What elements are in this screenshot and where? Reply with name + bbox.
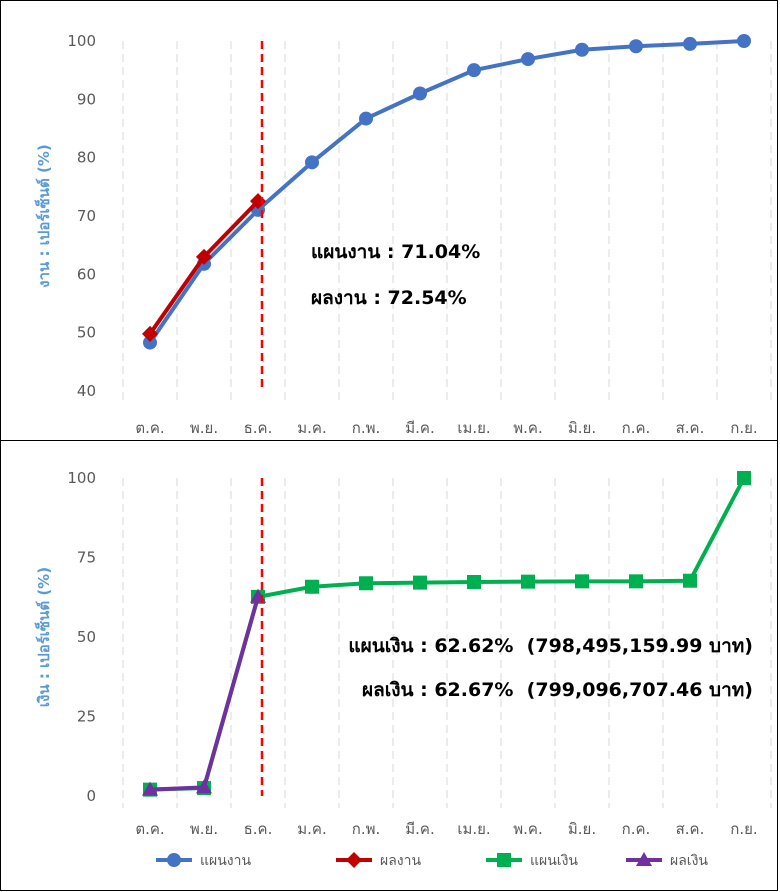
legend-marker — [497, 853, 511, 867]
y-tick-label: 0 — [86, 787, 96, 805]
data-point — [683, 573, 697, 588]
x-tick-label: ต.ค. — [135, 419, 164, 437]
data-point — [467, 63, 481, 78]
data-point — [413, 575, 427, 590]
x-tick-label: ก.ย. — [730, 419, 757, 437]
y-tick-label: 25 — [77, 708, 96, 726]
series-line-2 — [149, 596, 260, 792]
budget-progress-chart: 0 25 50 75 100 ต.ค. พ.ย. ธ.ค. ม.ค. ก.พ. มี.ค. เม.ย.… — [34, 469, 772, 869]
y-tick-label: 50 — [77, 628, 96, 646]
y-axis-label: เงิน : เปอร์เซ็นต์ (%) — [34, 567, 53, 707]
x-tick-label: ก.พ. — [352, 820, 381, 838]
annotation-text: ผลงาน : 72.54% — [311, 287, 467, 309]
x-tick-label: ก.ค. — [622, 820, 651, 838]
budget-progress-panel: 0 25 50 75 100 ต.ค. พ.ย. ธ.ค. ม.ค. ก.พ. มี.ค. เม.ย.… — [0, 440, 778, 891]
data-point — [467, 574, 481, 589]
legend-marker — [167, 853, 181, 867]
x-tick-label: ธ.ค. — [244, 820, 273, 838]
y-tick-label: 50 — [77, 324, 96, 342]
data-point — [683, 36, 697, 51]
x-tick-label: มิ.ย. — [568, 419, 596, 437]
data-point — [359, 111, 373, 126]
data-point — [413, 86, 427, 101]
legend-label: แผนงาน — [200, 853, 251, 869]
x-tick-label: ก.ค. — [622, 419, 651, 437]
y-tick-label: 40 — [77, 382, 96, 400]
x-tick-label: ต.ค. — [135, 820, 164, 838]
data-point — [142, 781, 158, 796]
legend-label: แผนเงิน — [530, 853, 578, 869]
x-tick-label: พ.ย. — [190, 820, 218, 838]
y-tick-label: 90 — [77, 90, 96, 108]
x-tick-label: ก.ย. — [730, 820, 757, 838]
data-point — [629, 39, 643, 54]
legend-marker — [636, 852, 652, 866]
annotation-text: แผนงาน : 71.04% — [311, 241, 480, 263]
y-tick-label: 100 — [67, 469, 96, 487]
x-tick-label: มี.ค. — [405, 419, 434, 437]
data-point — [521, 574, 535, 589]
annotation-text: แผนเงิน : 62.62% (798,495,159.99 บาท) — [348, 635, 753, 657]
data-point — [143, 335, 157, 350]
work-progress-panel: 40 50 60 70 80 90 100 ต.ค. พ.ย. ธ.ค. ม.ค. ก.พ. มี.ค.… — [0, 0, 778, 442]
y-tick-label: 70 — [77, 207, 96, 225]
x-tick-label: พ.ค. — [513, 820, 542, 838]
y-tick-label: 60 — [77, 265, 96, 283]
x-tick-label: เม.ย. — [457, 419, 490, 437]
data-point — [196, 248, 212, 265]
y-tick-label: 75 — [77, 549, 96, 567]
data-point — [737, 34, 751, 48]
data-point — [359, 576, 373, 591]
series-line-1 — [148, 39, 745, 344]
x-tick-label: ม.ค. — [297, 820, 326, 838]
data-point — [629, 574, 643, 589]
y-tick-label: 80 — [77, 149, 96, 167]
x-tick-label: ส.ค. — [676, 419, 705, 437]
y-tick-label: 100 — [67, 32, 96, 50]
x-tick-label: ก.พ. — [352, 419, 381, 437]
x-tick-label: มี.ค. — [405, 820, 434, 838]
work-progress-chart: 40 50 60 70 80 90 100 ต.ค. พ.ย. ธ.ค. ม.ค. ก.พ. มี.ค.… — [34, 32, 772, 437]
x-tick-label: ม.ค. — [297, 419, 326, 437]
data-point — [142, 325, 158, 342]
data-point — [305, 155, 319, 170]
x-tick-label: ส.ค. — [676, 820, 705, 838]
data-point — [575, 42, 589, 57]
annotation-text: ผลเงิน : 62.67% (799,096,707.46 บาท) — [362, 679, 753, 701]
data-point — [737, 471, 751, 485]
data-point — [305, 579, 319, 594]
data-point — [521, 52, 535, 67]
data-point — [196, 779, 212, 794]
legend-label: ผลงาน — [380, 853, 421, 869]
x-tick-label: เม.ย. — [457, 820, 490, 838]
x-tick-label: ธ.ค. — [244, 419, 273, 437]
legend-label: ผลเงิน — [670, 853, 708, 869]
x-tick-label: มิ.ย. — [568, 820, 596, 838]
y-axis-label: งาน : เปอร์เซ็นต์ (%) — [34, 144, 53, 287]
data-point — [575, 574, 589, 589]
legend-marker — [346, 852, 362, 868]
x-tick-label: พ.ค. — [513, 419, 542, 437]
x-tick-label: พ.ย. — [190, 419, 218, 437]
